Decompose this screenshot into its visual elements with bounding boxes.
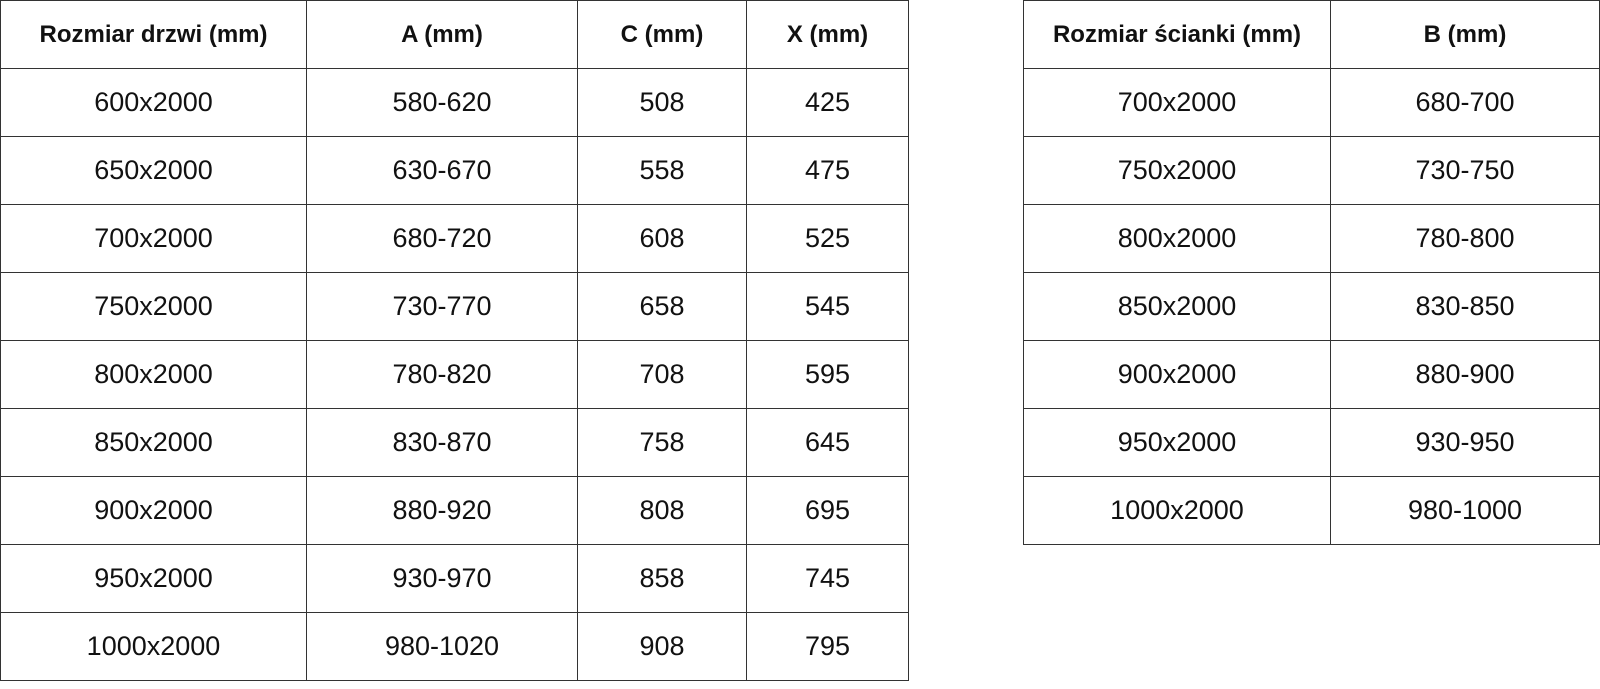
table-cell: 858 — [577, 544, 747, 613]
table-cell: 508 — [577, 68, 747, 137]
table-cell: 795 — [746, 612, 909, 681]
table-row: 850x2000 830-850 — [1023, 272, 1600, 341]
table-cell: 830-850 — [1330, 272, 1600, 341]
door-size-table: Rozmiar drzwi (mm) A (mm) C (mm) X (mm) 600… — [0, 0, 909, 681]
table-cell: 800x2000 — [0, 340, 307, 409]
table-cell: 750x2000 — [0, 272, 307, 341]
table-cell: 800x2000 — [1023, 204, 1331, 273]
table-cell: 730-770 — [306, 272, 578, 341]
table-cell: 525 — [746, 204, 909, 273]
table-cell: 780-800 — [1330, 204, 1600, 273]
table-row: 800x2000 780-820 708 595 — [0, 340, 909, 409]
table-header-row: Rozmiar ścianki (mm) B (mm) — [1023, 0, 1600, 69]
table-row: 650x2000 630-670 558 475 — [0, 136, 909, 205]
column-header: A (mm) — [306, 0, 578, 69]
table-row: 1000x2000 980-1020 908 795 — [0, 612, 909, 681]
table-cell: 930-950 — [1330, 408, 1600, 477]
table-cell: 808 — [577, 476, 747, 545]
table-row: 1000x2000 980-1000 — [1023, 476, 1600, 545]
table-cell: 608 — [577, 204, 747, 273]
column-header: X (mm) — [746, 0, 909, 69]
table-row: 850x2000 830-870 758 645 — [0, 408, 909, 477]
table-cell: 650x2000 — [0, 136, 307, 205]
table-cell: 695 — [746, 476, 909, 545]
table-cell: 558 — [577, 136, 747, 205]
table-cell: 850x2000 — [1023, 272, 1331, 341]
table-cell: 425 — [746, 68, 909, 137]
table-header-row: Rozmiar drzwi (mm) A (mm) C (mm) X (mm) — [0, 0, 909, 69]
table-cell: 545 — [746, 272, 909, 341]
table-cell: 900x2000 — [1023, 340, 1331, 409]
table-cell: 680-700 — [1330, 68, 1600, 137]
table-cell: 645 — [746, 408, 909, 477]
table-cell: 700x2000 — [1023, 68, 1331, 137]
table-cell: 850x2000 — [0, 408, 307, 477]
table-cell: 1000x2000 — [0, 612, 307, 681]
table-cell: 475 — [746, 136, 909, 205]
table-cell: 595 — [746, 340, 909, 409]
table-cell: 700x2000 — [0, 204, 307, 273]
column-header: B (mm) — [1330, 0, 1600, 69]
column-header: Rozmiar drzwi (mm) — [0, 0, 307, 69]
table-cell: 750x2000 — [1023, 136, 1331, 205]
table-cell: 600x2000 — [0, 68, 307, 137]
table-cell: 658 — [577, 272, 747, 341]
column-header: C (mm) — [577, 0, 747, 69]
table-cell: 908 — [577, 612, 747, 681]
table-cell: 880-920 — [306, 476, 578, 545]
table-row: 950x2000 930-950 — [1023, 408, 1600, 477]
table-cell: 730-750 — [1330, 136, 1600, 205]
table-row: 900x2000 880-920 808 695 — [0, 476, 909, 545]
table-cell: 630-670 — [306, 136, 578, 205]
table-cell: 708 — [577, 340, 747, 409]
table-cell: 950x2000 — [1023, 408, 1331, 477]
table-cell: 780-820 — [306, 340, 578, 409]
table-cell: 930-970 — [306, 544, 578, 613]
table-row: 750x2000 730-750 — [1023, 136, 1600, 205]
table-cell: 758 — [577, 408, 747, 477]
table-row: 800x2000 780-800 — [1023, 204, 1600, 273]
table-row: 750x2000 730-770 658 545 — [0, 272, 909, 341]
table-row: 900x2000 880-900 — [1023, 340, 1600, 409]
table-cell: 745 — [746, 544, 909, 613]
table-cell: 980-1020 — [306, 612, 578, 681]
table-row: 950x2000 930-970 858 745 — [0, 544, 909, 613]
table-row: 600x2000 580-620 508 425 — [0, 68, 909, 137]
table-cell: 680-720 — [306, 204, 578, 273]
table-row: 700x2000 680-700 — [1023, 68, 1600, 137]
table-cell: 880-900 — [1330, 340, 1600, 409]
table-cell: 580-620 — [306, 68, 578, 137]
table-cell: 980-1000 — [1330, 476, 1600, 545]
table-cell: 1000x2000 — [1023, 476, 1331, 545]
wall-size-table: Rozmiar ścianki (mm) B (mm) 700x2000 680-7… — [1023, 0, 1600, 545]
table-cell: 900x2000 — [0, 476, 307, 545]
table-row: 700x2000 680-720 608 525 — [0, 204, 909, 273]
column-header: Rozmiar ścianki (mm) — [1023, 0, 1331, 69]
table-cell: 830-870 — [306, 408, 578, 477]
table-cell: 950x2000 — [0, 544, 307, 613]
